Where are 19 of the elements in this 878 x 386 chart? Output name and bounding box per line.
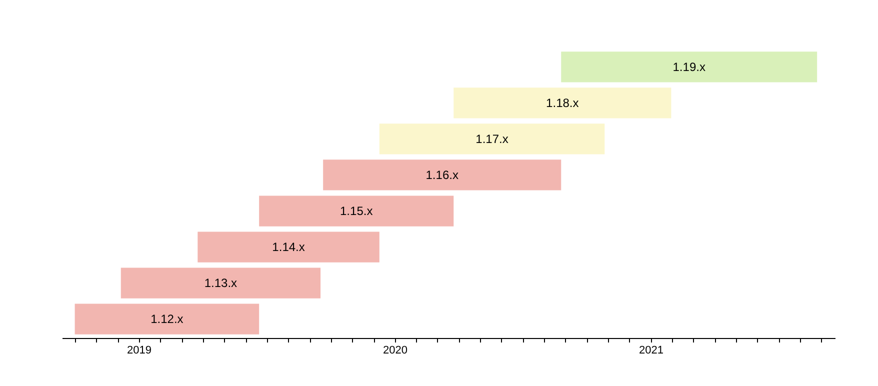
bar — [379, 124, 605, 154]
x-tick-label: 2019 — [127, 344, 152, 356]
bar — [561, 52, 818, 82]
annotation: 1.16.x — [426, 168, 458, 182]
bar — [454, 88, 672, 118]
annotation: 1.19.x — [672, 60, 706, 74]
bar — [120, 268, 321, 298]
annotation: 1.15.x — [340, 204, 373, 218]
bar — [323, 160, 562, 190]
annotation: 1.18.x — [546, 96, 579, 110]
bar — [198, 232, 380, 262]
x-tick-label: 2020 — [383, 344, 408, 356]
bar — [74, 304, 260, 334]
x-tick-label: 2021 — [638, 344, 664, 356]
bar — [259, 196, 454, 226]
annotation: 1.13.x — [204, 276, 238, 290]
annotation: 1.17.x — [476, 132, 508, 146]
annotation: 1.14.x — [272, 240, 305, 254]
annotation: 1.12.x — [150, 312, 184, 326]
